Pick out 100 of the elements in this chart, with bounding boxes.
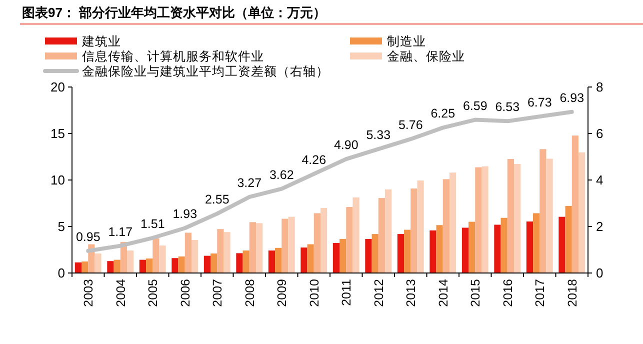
- bar: [268, 250, 276, 273]
- legend-label: 制造业: [387, 34, 426, 48]
- x-tick-label: 2018: [565, 278, 580, 307]
- data-label: 6.59: [462, 98, 488, 113]
- bar: [340, 238, 346, 273]
- bar: [178, 256, 185, 273]
- data-label: 1.51: [140, 216, 165, 231]
- x-tick-label: 2014: [436, 278, 450, 307]
- bar: [417, 180, 424, 273]
- y-tick-label: 20: [50, 80, 65, 94]
- bar: [210, 253, 218, 273]
- bar: [468, 222, 476, 273]
- bar: [159, 246, 166, 273]
- data-label: 6.93: [560, 90, 584, 105]
- bar: [94, 253, 102, 273]
- bar: [372, 234, 378, 273]
- bar: [384, 189, 392, 273]
- bar: [572, 136, 578, 273]
- bar: [217, 229, 224, 273]
- bar: [288, 216, 295, 273]
- bar: [307, 244, 314, 273]
- x-tick-label: 2007: [210, 278, 225, 307]
- data-label: 4.90: [334, 138, 358, 152]
- data-label: 6.25: [430, 106, 456, 121]
- data-label: 0.95: [76, 230, 100, 244]
- legend-label: 金融保险业与建筑业平均工资差额（右轴）: [82, 64, 329, 78]
- bar: [184, 232, 192, 273]
- x-tick-label: 2006: [178, 278, 192, 307]
- y-tick-label: 5: [58, 219, 65, 234]
- data-label: 2.55: [204, 192, 230, 207]
- bar: [540, 149, 546, 273]
- bar: [204, 256, 211, 273]
- bar: [558, 216, 566, 273]
- bar: [526, 221, 534, 273]
- bar: [482, 166, 488, 273]
- bar: [462, 228, 469, 273]
- x-tick-label: 2017: [533, 278, 548, 307]
- bar: [378, 198, 385, 273]
- bar: [449, 172, 456, 273]
- bar: [139, 260, 146, 273]
- data-label: 5.33: [366, 128, 391, 142]
- bar: [494, 224, 501, 273]
- x-tick-label: 2013: [404, 278, 418, 307]
- legend-label: 信息传输、计算机服务和软件业: [82, 50, 264, 64]
- data-label: 5.76: [398, 118, 423, 132]
- bar: [74, 262, 82, 273]
- bar: [436, 225, 443, 273]
- y-tick-label: 0: [58, 266, 65, 280]
- bar: [500, 218, 508, 273]
- x-tick-label: 2012: [372, 278, 386, 307]
- bar: [236, 253, 243, 273]
- bar: [82, 261, 88, 273]
- bar: [126, 250, 134, 273]
- bar: [256, 223, 263, 273]
- bar: [352, 197, 360, 273]
- bar: [242, 250, 250, 273]
- bar: [430, 230, 436, 273]
- bar: [275, 248, 282, 273]
- x-tick-label: 2009: [275, 278, 290, 307]
- bar: [152, 238, 160, 273]
- bar: [546, 158, 553, 273]
- y-tick-label: 10: [50, 172, 65, 188]
- x-tick-label: 2010: [307, 278, 322, 307]
- bar: [146, 258, 153, 273]
- bar: [507, 158, 514, 273]
- y-tick-label: 15: [50, 126, 65, 141]
- x-tick-label: 2003: [82, 278, 96, 307]
- y2-tick-label: 6: [596, 126, 604, 141]
- bar: [107, 261, 114, 273]
- x-tick-label: 2005: [146, 278, 160, 307]
- data-label: 4.26: [302, 152, 326, 167]
- y2-tick-label: 8: [596, 80, 604, 94]
- x-tick-label: 2004: [114, 278, 128, 307]
- bar: [282, 218, 288, 273]
- bar: [475, 167, 482, 273]
- x-tick-label: 2016: [500, 278, 515, 307]
- bar: [565, 206, 572, 273]
- bar: [365, 238, 372, 273]
- bar: [249, 222, 256, 273]
- data-label: 6.73: [527, 96, 552, 110]
- bar: [397, 234, 404, 273]
- bar: [578, 152, 586, 273]
- bar: [442, 179, 450, 273]
- x-tick-label: 2011: [340, 278, 354, 306]
- bar: [514, 164, 521, 273]
- bar: [224, 232, 230, 273]
- x-tick-label: 2008: [242, 278, 257, 307]
- data-label: 1.17: [108, 224, 133, 239]
- bar: [533, 213, 540, 273]
- data-label: 1.93: [172, 207, 198, 222]
- data-label: 6.53: [495, 100, 520, 114]
- bar: [320, 208, 328, 273]
- chart-title: 图表97： 部分行业年均工资水平对比（单位：万元）: [22, 5, 326, 20]
- bar: [314, 213, 320, 273]
- data-label: 3.62: [269, 168, 294, 182]
- x-tick-label: 2015: [468, 278, 483, 307]
- bar: [404, 230, 411, 273]
- y2-tick-label: 0: [596, 266, 604, 280]
- bar: [332, 242, 340, 273]
- legend-label: 金融、保险业: [387, 50, 465, 64]
